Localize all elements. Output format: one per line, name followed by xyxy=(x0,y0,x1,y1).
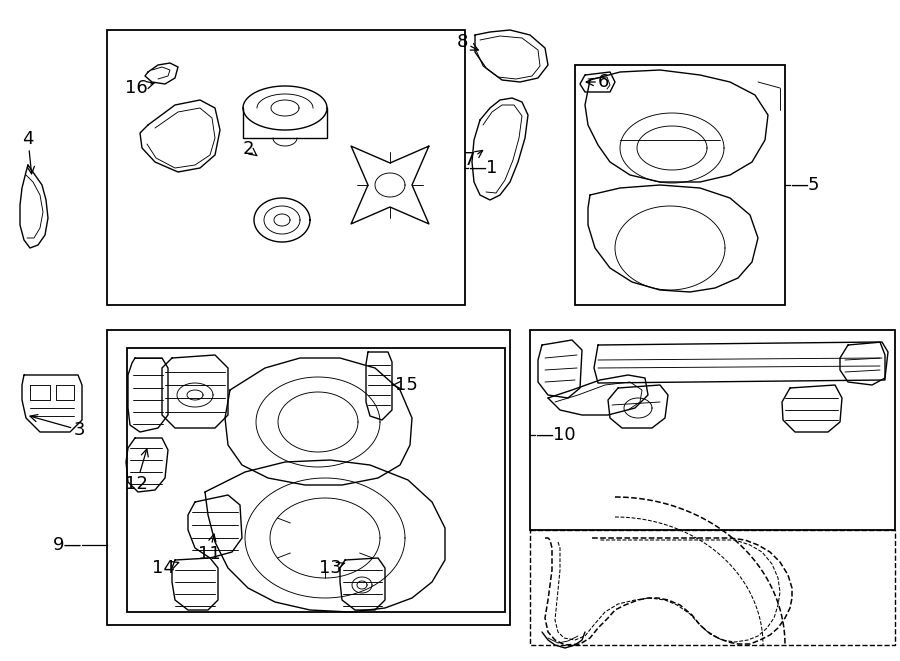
Text: 13: 13 xyxy=(320,559,345,577)
Bar xyxy=(530,530,895,645)
Bar xyxy=(530,330,895,530)
Text: 2: 2 xyxy=(242,140,256,158)
Text: 7: 7 xyxy=(464,151,482,169)
Text: 15: 15 xyxy=(392,376,418,394)
Text: 6: 6 xyxy=(586,73,609,91)
Text: —5: —5 xyxy=(790,176,820,194)
Text: 12: 12 xyxy=(125,449,148,493)
Text: 4: 4 xyxy=(22,130,34,174)
Text: 8: 8 xyxy=(456,33,478,51)
Text: 9—: 9— xyxy=(52,536,82,554)
Text: 14: 14 xyxy=(152,559,179,577)
Bar xyxy=(127,348,505,612)
Text: —10: —10 xyxy=(535,426,576,444)
Text: 3: 3 xyxy=(30,414,85,439)
Bar xyxy=(107,30,465,305)
Bar xyxy=(575,65,785,305)
Text: 16: 16 xyxy=(125,79,154,97)
Text: —1: —1 xyxy=(468,159,498,177)
Bar xyxy=(107,330,510,625)
Text: 11: 11 xyxy=(198,534,220,563)
